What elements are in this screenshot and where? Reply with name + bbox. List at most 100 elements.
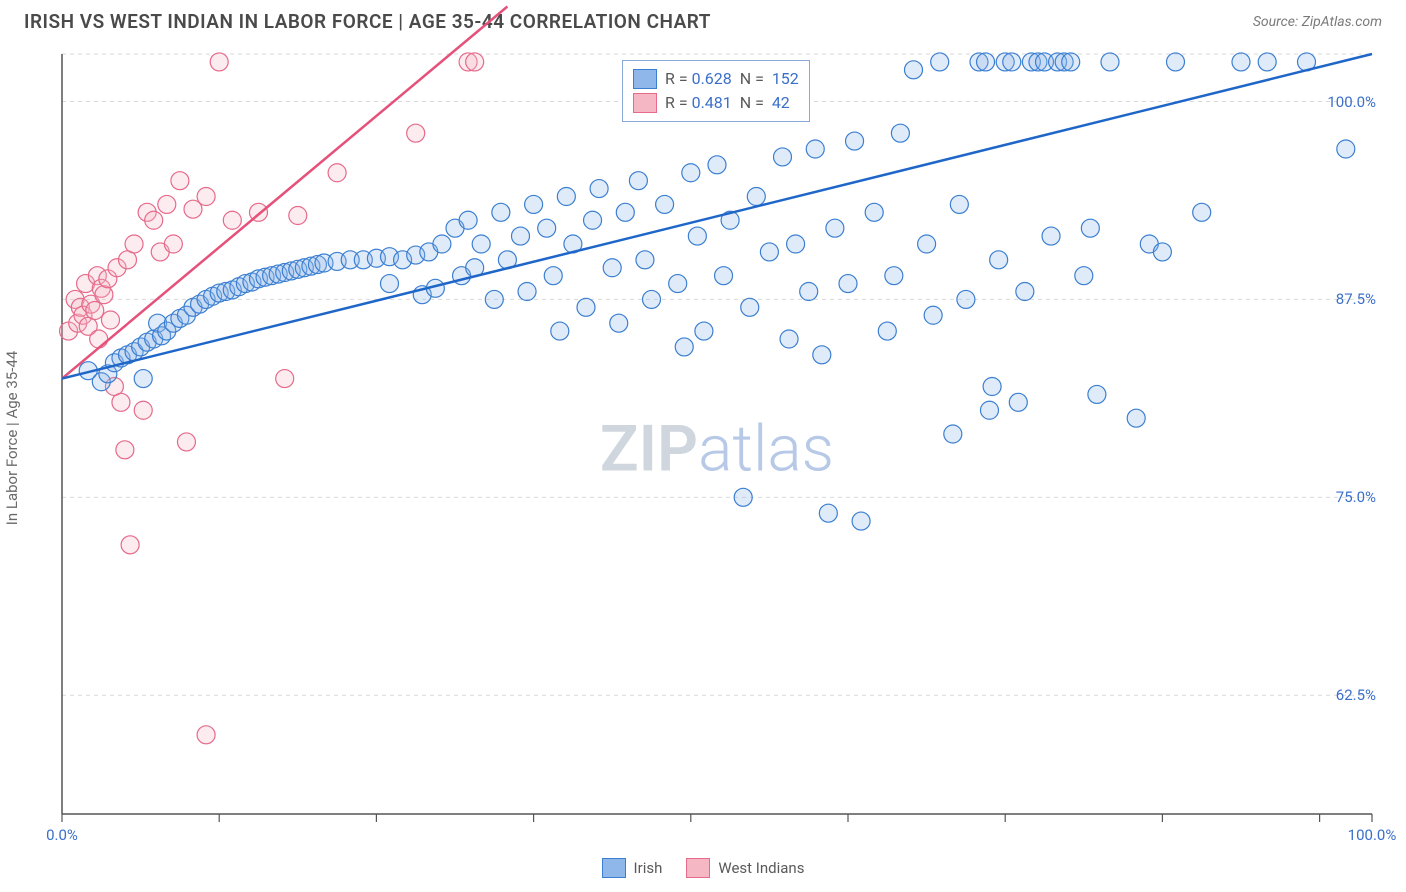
data-point bbox=[381, 275, 399, 293]
data-point bbox=[134, 370, 152, 388]
data-point bbox=[472, 235, 490, 253]
data-point bbox=[492, 203, 510, 221]
data-point bbox=[1337, 140, 1355, 158]
data-point bbox=[197, 726, 215, 744]
data-point bbox=[760, 243, 778, 261]
correlation-legend: R = 0.628 N = 152R = 0.481 N = 42 bbox=[622, 60, 810, 122]
y-tick-label: 100.0% bbox=[1327, 93, 1376, 111]
data-point bbox=[682, 164, 700, 182]
data-point bbox=[1003, 53, 1021, 71]
data-point bbox=[1042, 227, 1060, 245]
data-point bbox=[433, 235, 451, 253]
legend-stat-text: R = 0.481 N = 42 bbox=[665, 91, 790, 115]
legend-bottom: Irish West Indians bbox=[0, 858, 1406, 878]
data-point bbox=[177, 433, 195, 451]
data-point bbox=[865, 203, 883, 221]
data-point bbox=[164, 235, 182, 253]
data-point bbox=[774, 148, 792, 166]
legend-row: R = 0.481 N = 42 bbox=[633, 91, 799, 115]
chart-area: In Labor Force | Age 35-44 ZIPatlas 62.5… bbox=[48, 44, 1382, 832]
data-point bbox=[715, 267, 733, 285]
data-point bbox=[407, 124, 425, 142]
legend-row: R = 0.628 N = 152 bbox=[633, 67, 799, 91]
legend-swatch bbox=[633, 93, 657, 113]
data-point bbox=[121, 536, 139, 554]
data-point bbox=[990, 251, 1008, 269]
data-point bbox=[878, 322, 896, 340]
data-point bbox=[101, 311, 119, 329]
data-point bbox=[885, 267, 903, 285]
data-point bbox=[806, 140, 824, 158]
data-point bbox=[584, 211, 602, 229]
data-point bbox=[616, 203, 634, 221]
data-point bbox=[846, 132, 864, 150]
legend-item: West Indians bbox=[686, 858, 804, 878]
data-point bbox=[459, 211, 477, 229]
plot-region: ZIPatlas 62.5%75.0%87.5%100.0%0.0%100.0%… bbox=[62, 54, 1372, 814]
data-point bbox=[629, 172, 647, 190]
data-point bbox=[1101, 53, 1119, 71]
y-tick-label: 75.0% bbox=[1336, 488, 1376, 506]
data-point bbox=[800, 283, 818, 301]
data-point bbox=[924, 306, 942, 324]
data-point bbox=[112, 393, 130, 411]
data-point bbox=[1009, 393, 1027, 411]
data-point bbox=[983, 378, 1001, 396]
source-attribution: Source: ZipAtlas.com bbox=[1253, 14, 1382, 30]
y-tick-label: 62.5% bbox=[1336, 686, 1376, 704]
data-point bbox=[1258, 53, 1276, 71]
legend-swatch bbox=[633, 69, 657, 89]
data-point bbox=[839, 275, 857, 293]
data-point bbox=[734, 488, 752, 506]
data-point bbox=[1081, 219, 1099, 237]
data-point bbox=[695, 322, 713, 340]
data-point bbox=[1232, 53, 1250, 71]
data-point bbox=[466, 53, 484, 71]
legend-label: West Indians bbox=[718, 859, 804, 877]
data-point bbox=[197, 188, 215, 206]
data-point bbox=[210, 53, 228, 71]
data-point bbox=[1153, 243, 1171, 261]
data-point bbox=[577, 298, 595, 316]
data-point bbox=[891, 124, 909, 142]
data-point bbox=[643, 290, 661, 308]
data-point bbox=[826, 219, 844, 237]
legend-label: Irish bbox=[634, 859, 663, 877]
data-point bbox=[656, 195, 674, 213]
data-point bbox=[1127, 409, 1145, 427]
data-point bbox=[116, 441, 134, 459]
data-point bbox=[780, 330, 798, 348]
data-point bbox=[950, 195, 968, 213]
data-point bbox=[669, 275, 687, 293]
data-point bbox=[977, 53, 995, 71]
legend-swatch bbox=[686, 858, 710, 878]
data-point bbox=[1062, 53, 1080, 71]
y-axis-label: In Labor Force | Age 35-44 bbox=[3, 351, 21, 525]
data-point bbox=[158, 195, 176, 213]
data-point bbox=[708, 156, 726, 174]
data-point bbox=[289, 207, 307, 225]
data-point bbox=[223, 211, 241, 229]
data-point bbox=[636, 251, 654, 269]
data-point bbox=[1167, 53, 1185, 71]
data-point bbox=[134, 401, 152, 419]
data-point bbox=[557, 188, 575, 206]
data-point bbox=[276, 370, 294, 388]
data-point bbox=[518, 283, 536, 301]
data-point bbox=[590, 180, 608, 198]
y-tick-label: 87.5% bbox=[1336, 290, 1376, 308]
data-point bbox=[931, 53, 949, 71]
x-tick-label: 100.0% bbox=[1348, 826, 1397, 844]
data-point bbox=[1075, 267, 1093, 285]
data-point bbox=[171, 172, 189, 190]
data-point bbox=[551, 322, 569, 340]
data-point bbox=[688, 227, 706, 245]
data-point bbox=[980, 401, 998, 419]
data-point bbox=[125, 235, 143, 253]
scatter-svg bbox=[62, 54, 1372, 814]
legend-item: Irish bbox=[602, 858, 663, 878]
data-point bbox=[957, 290, 975, 308]
data-point bbox=[905, 61, 923, 79]
data-point bbox=[544, 267, 562, 285]
data-point bbox=[485, 290, 503, 308]
